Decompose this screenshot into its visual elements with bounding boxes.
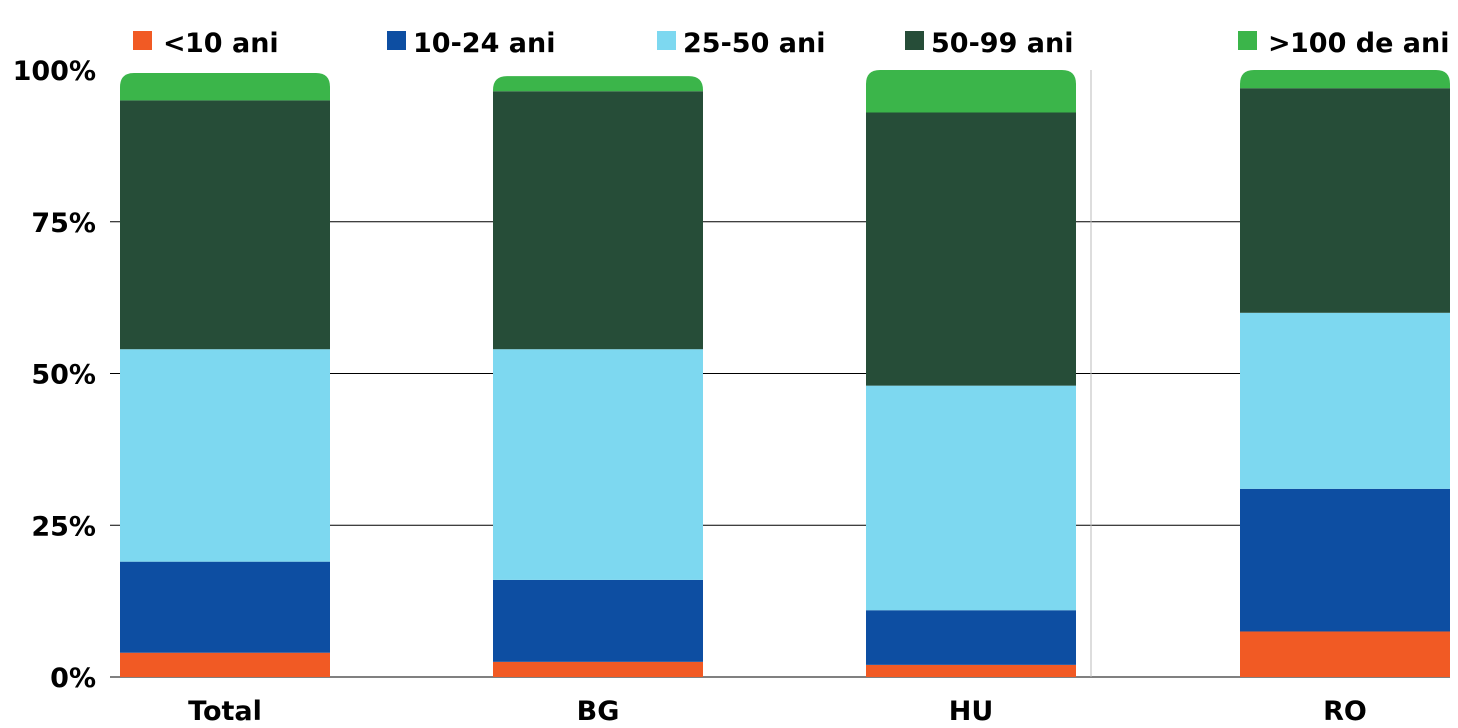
bar-segment <box>493 91 703 350</box>
x-tick-label: RO <box>1323 696 1367 727</box>
legend-label: 50-99 ani <box>931 28 1073 59</box>
y-tick-label: 25% <box>31 511 96 542</box>
x-tick-label: BG <box>577 696 620 727</box>
legend-prefix: > <box>1268 28 1291 59</box>
y-tick-label: 100% <box>13 56 96 87</box>
bar-segment <box>866 112 1076 386</box>
x-tick-label: Total <box>188 696 262 727</box>
bar-segment <box>120 652 330 677</box>
legend-prefix: < <box>163 28 186 59</box>
legend-swatch <box>387 31 406 50</box>
y-tick-label: 0% <box>50 663 96 694</box>
bar-segment <box>120 100 330 350</box>
bar-segment <box>866 610 1076 665</box>
bar-segment <box>866 664 1076 677</box>
bar-segment <box>493 661 703 677</box>
bar-segment <box>120 73 330 101</box>
legend-item: 10-24 ani <box>387 28 555 59</box>
bar-segment <box>493 349 703 580</box>
legend-label: 10-24 ani <box>413 28 555 59</box>
bar-segment <box>1240 70 1450 89</box>
legend-item: >100 de ani <box>1238 28 1450 59</box>
legend-item: <10 ani <box>133 28 279 59</box>
bar-segment <box>120 561 330 653</box>
legend-swatch <box>1238 31 1257 50</box>
bar-segment <box>866 385 1076 611</box>
y-tick-label: 75% <box>31 208 96 239</box>
legend-label: 10 ani <box>185 28 279 59</box>
y-tick-label: 50% <box>31 360 96 391</box>
bar-segment <box>1240 488 1450 632</box>
legend-swatch <box>133 31 152 50</box>
bar-segment <box>120 349 330 562</box>
x-tick-label: HU <box>949 696 994 727</box>
legend-item: 25-50 ani <box>657 28 825 59</box>
bar-segment <box>1240 312 1450 489</box>
bar-segment <box>1240 631 1450 677</box>
bar-segment <box>866 70 1076 113</box>
bar-segment <box>493 76 703 92</box>
legend-label: 25-50 ani <box>683 28 825 59</box>
legend-swatch <box>657 31 676 50</box>
legend-swatch <box>905 31 924 50</box>
bar-segment <box>493 579 703 662</box>
legend-label: 100 de ani <box>1290 28 1450 59</box>
legend-item: 50-99 ani <box>905 28 1073 59</box>
bar-segment <box>1240 88 1450 313</box>
